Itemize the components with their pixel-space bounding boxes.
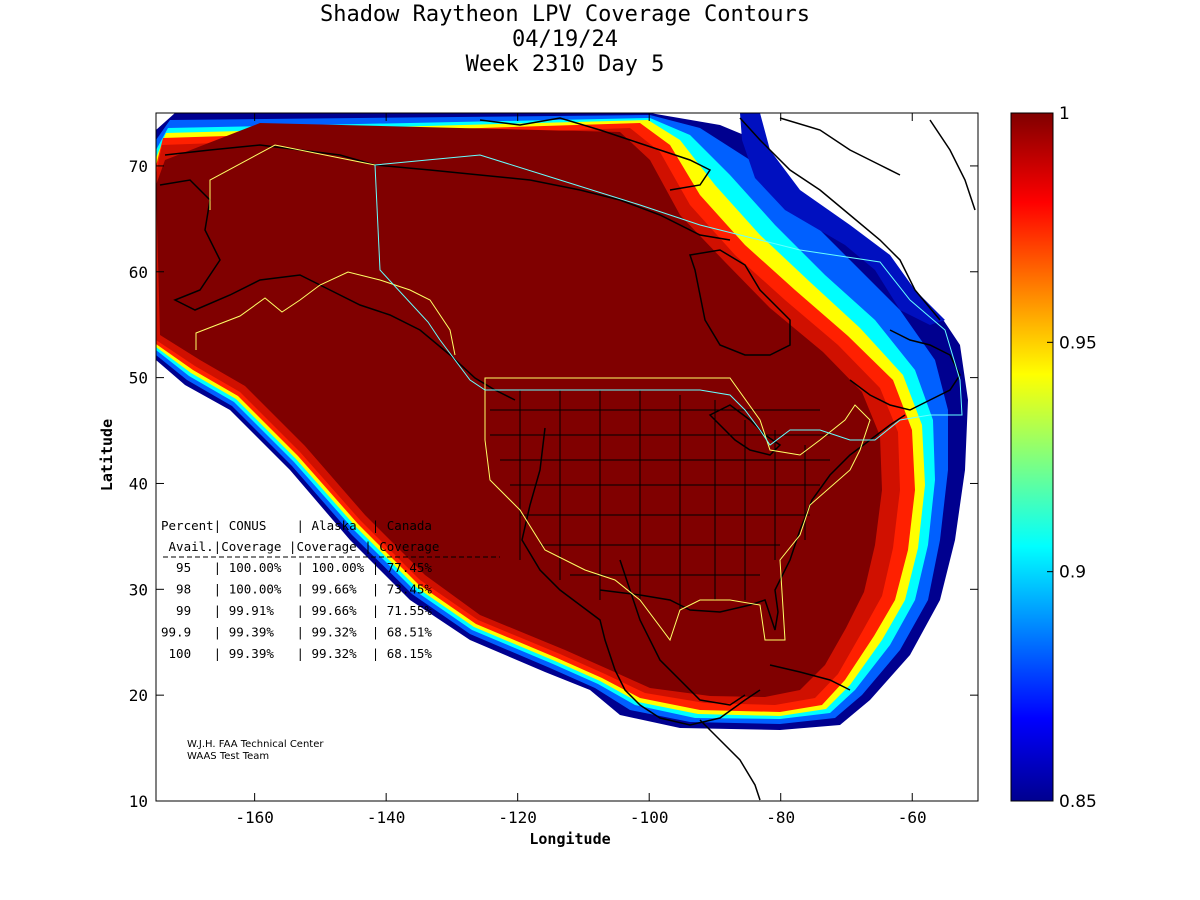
- table-row: 99.9 | 99.39% | 99.32% | 68.51%: [161, 625, 432, 640]
- y-axis-ticks: 10 20 30 40 50 60 70: [129, 157, 978, 811]
- us-state-boundaries: [490, 390, 830, 610]
- x-tick-label: -100: [630, 808, 669, 827]
- x-axis-ticks: -160 -140 -120 -100 -80 -60: [235, 113, 927, 827]
- x-tick-label: -80: [766, 808, 795, 827]
- colorbar-tick-label: 1: [1059, 104, 1070, 124]
- coastlines: [159, 117, 976, 801]
- y-axis-label: Latitude: [98, 419, 116, 491]
- table-row: 98 | 100.00% | 99.66% | 73.45%: [161, 582, 432, 597]
- coverage-contours: [156, 113, 978, 730]
- x-tick-label: -60: [898, 808, 927, 827]
- greenland-interior: [779, 117, 901, 176]
- central-america: [699, 719, 761, 801]
- y-tick-label: 40: [129, 474, 148, 493]
- table-header-1: Percent| CONUS | Alaska | Canada: [161, 518, 432, 533]
- colorbar: [1010, 112, 1054, 802]
- region-boundaries: [195, 144, 963, 642]
- alaska-region-boundary: [195, 271, 456, 356]
- colorbar-ticks: 1 0.95 0.9 0.85: [1047, 104, 1097, 812]
- alaska-region-boundary-north: [209, 144, 376, 210]
- canada-north: [374, 164, 731, 241]
- hudson-bay: [689, 249, 791, 356]
- greenland-gap: [740, 113, 978, 330]
- colorbar-tick-label: 0.95: [1059, 333, 1097, 353]
- table-row: 99 | 99.91% | 99.66% | 71.55%: [161, 603, 432, 618]
- greenland-edge: [740, 113, 945, 325]
- title-line-2: 04/19/24: [512, 27, 618, 52]
- y-tick-label: 30: [129, 580, 148, 599]
- table-row: 95 | 100.00% | 100.00% | 77.45%: [161, 560, 432, 575]
- y-tick-label: 20: [129, 686, 148, 705]
- x-tick-label: -120: [498, 808, 537, 827]
- y-tick-label: 10: [129, 792, 148, 811]
- atlantic-canada: [849, 329, 961, 411]
- gulf-coast: [599, 414, 906, 631]
- coverage-table: Percent| CONUS | Alaska | Canada Avail.|…: [161, 518, 500, 661]
- mexico-coast: [619, 559, 746, 706]
- colorbar-tick-label: 0.9: [1059, 563, 1086, 583]
- table-rows: 95 | 100.00% | 100.00% | 77.45% 98 | 100…: [161, 560, 432, 661]
- map-title: Shadow Raytheon LPV Coverage Contours 04…: [0, 2, 1130, 77]
- arctic-islands: [479, 117, 712, 191]
- pacific-coast: [521, 427, 761, 726]
- y-tick-label: 50: [129, 369, 148, 388]
- table-header-2: Avail.|Coverage |Coverage | Coverage: [161, 539, 439, 554]
- plot-frame: [155, 112, 979, 802]
- credit-line-2: WAAS Test Team: [187, 751, 269, 762]
- x-tick-label: -140: [367, 808, 406, 827]
- canada-region-boundary: [374, 154, 963, 446]
- alaska-north: [164, 144, 376, 166]
- x-axis-label: Longitude: [529, 830, 610, 848]
- credit-line-1: W.J.H. FAA Technical Center: [187, 739, 324, 750]
- y-tick-label: 70: [129, 157, 148, 176]
- cuba: [769, 664, 851, 691]
- alaska-coast: [159, 179, 516, 401]
- conus-region-boundary: [484, 377, 871, 642]
- table-row: 100 | 99.39% | 99.32% | 68.15%: [161, 646, 432, 661]
- x-tick-label: -160: [235, 808, 274, 827]
- colorbar-tick-label: 0.85: [1059, 792, 1097, 812]
- y-tick-label: 60: [129, 263, 148, 282]
- credit-block: W.J.H. FAA Technical Center WAAS Test Te…: [187, 739, 324, 762]
- greenland-east: [929, 119, 976, 211]
- title-line-3: Week 2310 Day 5: [465, 52, 665, 77]
- greenland-coast: [739, 117, 941, 321]
- title-line-1: Shadow Raytheon LPV Coverage Contours: [319, 2, 811, 27]
